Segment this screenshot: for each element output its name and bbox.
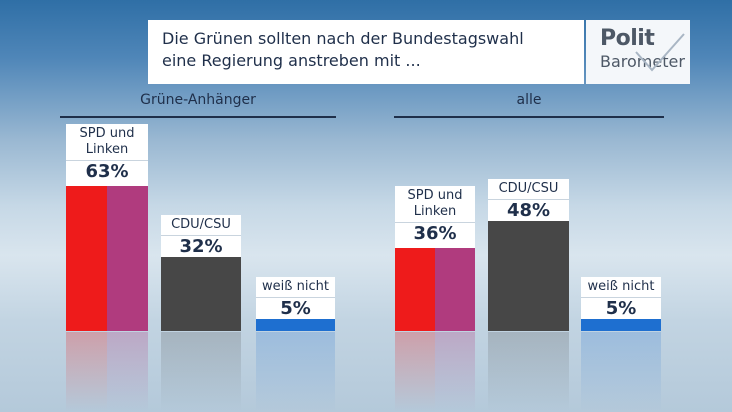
label-separator [66,160,148,161]
label-separator [395,222,475,223]
group-divider-1 [394,116,664,118]
chart-title-box: Die Grünen sollten nach der Bundestagswa… [148,20,584,84]
chart-title-line-2: eine Regierung anstreben mit ... [162,51,421,70]
group-label-0: Grüne-Anhänger [140,92,256,108]
bar-reflection-spd-0 [66,332,107,412]
label-separator [256,297,335,298]
group-divider-0 [60,116,336,118]
bar-cdu-1 [488,221,569,331]
bar-linke-1 [435,248,475,331]
bar-reflection-linke-1 [435,332,475,412]
bar-weiss-nicht-0 [256,319,335,331]
bar-spd-1 [395,248,435,331]
bar-reflection-spd-1 [395,332,435,412]
data-label: 36% [413,223,457,244]
checkmark-icon [635,33,685,72]
bar-reflection-linke-0 [107,332,148,412]
category-label: weiß nicht [262,279,329,294]
bar-reflection-weiss-nicht-0 [256,332,335,412]
data-label: 63% [85,161,129,182]
data-label: 32% [179,236,223,257]
label-separator [581,297,661,298]
category-label: CDU/CSU [498,181,559,196]
logo-text-top: Polit [600,26,655,51]
label-separator [161,235,241,236]
label-separator [488,199,569,200]
bar-label-box-0-1: CDU/CSU 32% [161,215,241,257]
bar-reflection-cdu-1 [488,332,569,412]
bar-label-box-0-0: SPD und Linken 63% [66,124,148,186]
category-label: SPD und Linken [79,126,135,157]
bar-label-box-0-2: weiß nicht 5% [256,277,335,319]
group-label-1: alle [516,92,542,108]
category-label: weiß nicht [587,279,655,294]
bar-label-box-1-0: SPD und Linken 36% [395,186,475,248]
bar-spd-0 [66,186,107,331]
bar-linke-0 [107,186,148,331]
bar-weiss-nicht-1 [581,319,661,331]
politbarometer-logo: Polit Barometer [586,20,690,84]
data-label: 48% [506,200,551,221]
category-label: SPD und Linken [407,188,463,219]
bar-label-box-1-1: CDU/CSU 48% [488,179,569,221]
bar-label-box-1-2: weiß nicht 5% [581,277,661,319]
category-label: CDU/CSU [171,217,231,232]
chart-title-line-1: Die Grünen sollten nach der Bundestagswa… [162,29,524,48]
data-label: 5% [605,298,637,319]
bar-reflection-cdu-0 [161,332,241,412]
bar-cdu-0 [161,257,241,331]
bar-reflection-weiss-nicht-1 [581,332,661,412]
data-label: 5% [280,298,311,319]
